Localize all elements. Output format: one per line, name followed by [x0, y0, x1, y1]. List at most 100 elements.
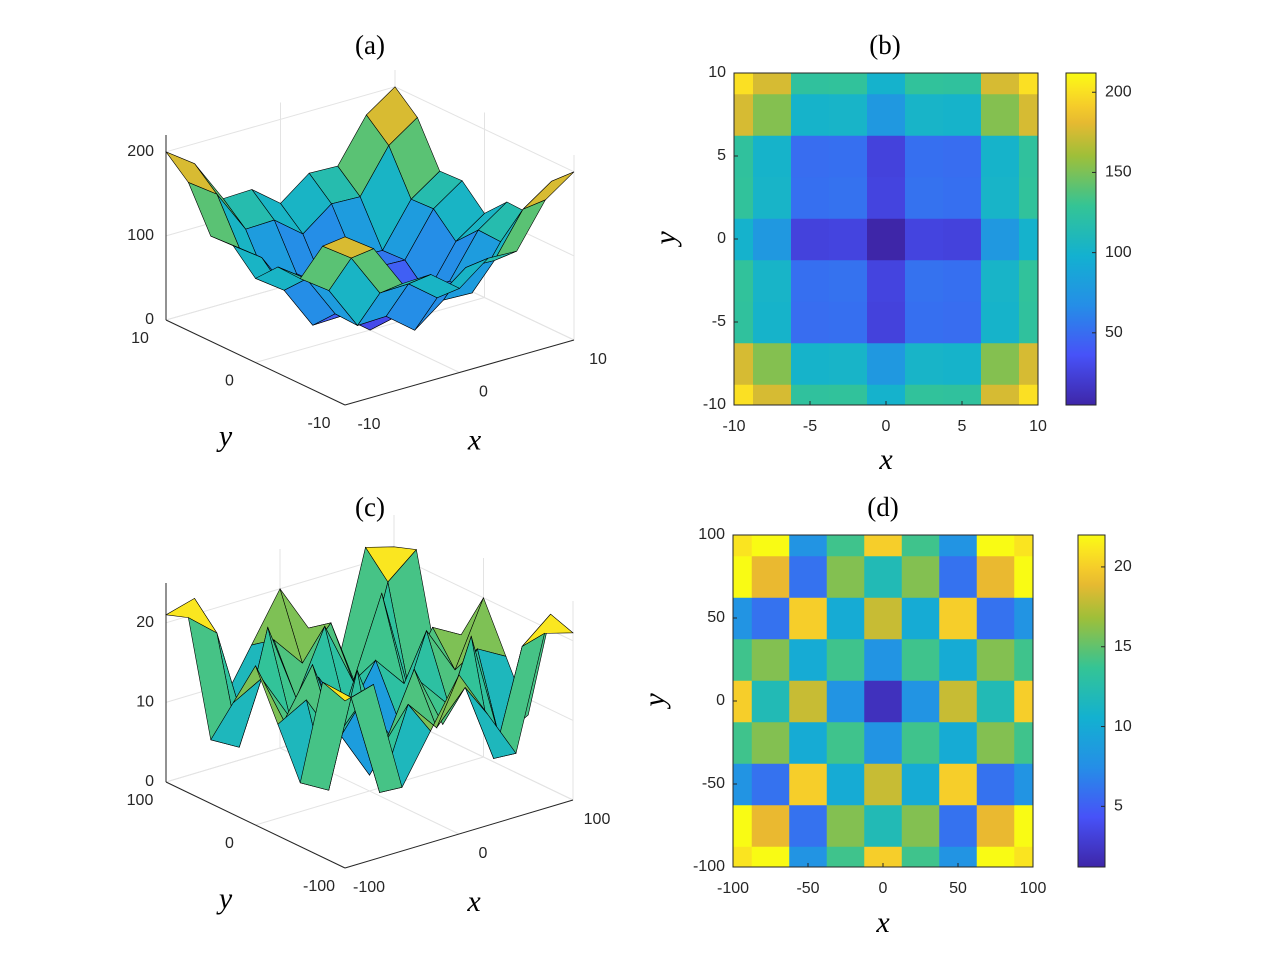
- contour-cell: [791, 93, 830, 136]
- y-tick-label: 10: [708, 64, 726, 81]
- surface-patch: [322, 681, 374, 702]
- contour-cell: [943, 384, 982, 405]
- contour-cell: [901, 638, 940, 681]
- contour-cell: [981, 259, 1020, 302]
- contour-field: [734, 73, 1038, 405]
- contour-cell: [751, 763, 790, 806]
- contour-cell: [976, 680, 1015, 723]
- contour-cell: [734, 93, 754, 136]
- surface-patch: [522, 171, 575, 210]
- contour-cell: [751, 638, 790, 681]
- contour-cell: [734, 135, 754, 178]
- colorbar-tick-label: 50: [1105, 324, 1123, 341]
- contour-cell: [753, 135, 792, 178]
- contour-cell: [864, 763, 903, 806]
- contour-cell: [733, 721, 753, 764]
- contour-cell: [901, 535, 940, 557]
- contour-cell: [733, 535, 753, 557]
- contour-cell: [753, 176, 792, 219]
- contour-cell: [829, 342, 868, 385]
- y-axis-label: y: [216, 882, 233, 915]
- contour-cell: [864, 597, 903, 640]
- contour-cell: [867, 342, 906, 385]
- y-tick-label: 0: [717, 230, 726, 247]
- contour-cell: [826, 721, 865, 764]
- contour-cell: [939, 597, 978, 640]
- contour-cell: [826, 535, 865, 557]
- contour-cell: [905, 176, 944, 219]
- contour-cell: [789, 846, 828, 867]
- contour-cell: [829, 301, 868, 344]
- contour-cell: [829, 135, 868, 178]
- contour-cell: [867, 384, 906, 405]
- colorbar-tick-label: 200: [1105, 83, 1132, 100]
- contour-cell: [939, 555, 978, 598]
- contour-cell: [1019, 218, 1038, 261]
- contour-cell: [943, 176, 982, 219]
- contour-cell: [829, 384, 868, 405]
- contour-cell: [981, 342, 1020, 385]
- y-tick-label: 50: [707, 609, 725, 626]
- contour-cell: [864, 555, 903, 598]
- contour-cell: [734, 73, 754, 95]
- contour-cell: [1019, 301, 1038, 344]
- contour-cell: [789, 680, 828, 723]
- x-axis-label: x: [878, 443, 893, 476]
- x-axis-label: x: [466, 885, 481, 918]
- contour-cell: [791, 73, 830, 95]
- contour-cell: [751, 555, 790, 598]
- z-tick-label: 200: [127, 143, 154, 160]
- axis-line: [344, 339, 575, 406]
- x-tick-label: -10: [357, 416, 380, 433]
- contour-cell: [789, 535, 828, 557]
- contour-cell: [789, 638, 828, 681]
- panel-title: (a): [355, 30, 385, 60]
- contour-cell: [1019, 176, 1038, 219]
- contour-cell: [867, 301, 906, 344]
- contour-cell: [1014, 804, 1033, 847]
- contour-cell: [751, 721, 790, 764]
- contour-cell: [939, 721, 978, 764]
- contour-cell: [976, 763, 1015, 806]
- y-tick-label: 100: [127, 792, 154, 809]
- contour-cell: [733, 846, 753, 867]
- contour-cell: [789, 804, 828, 847]
- colorbar-tick-label: 150: [1105, 164, 1132, 181]
- x-tick-label: 50: [949, 880, 967, 897]
- contour-cell: [1014, 597, 1033, 640]
- x-tick-label: 0: [479, 845, 488, 862]
- z-tick-label: 0: [145, 773, 154, 790]
- contour-cell: [733, 804, 753, 847]
- contour-cell: [829, 176, 868, 219]
- contour-cell: [976, 638, 1015, 681]
- contour-cell: [791, 176, 830, 219]
- y-tick-label: -5: [712, 313, 726, 330]
- contour-cell: [826, 763, 865, 806]
- y-tick-label: -50: [702, 775, 725, 792]
- contour-cell: [905, 73, 944, 95]
- y-tick-label: -10: [307, 415, 330, 432]
- z-tick-label: 0: [145, 311, 154, 328]
- contour-cell: [943, 218, 982, 261]
- y-axis-label: y: [216, 419, 233, 452]
- colorbar-tick-label: 20: [1114, 558, 1132, 575]
- contour-cell: [981, 93, 1020, 136]
- contour-cell: [864, 846, 903, 867]
- contour-cell: [864, 680, 903, 723]
- colorbar-tick-label: 5: [1114, 798, 1123, 815]
- contour-cell: [826, 680, 865, 723]
- contour-cell: [867, 73, 906, 95]
- z-tick-label: 10: [136, 694, 154, 711]
- contour-cell: [905, 384, 944, 405]
- contour-cell: [753, 342, 792, 385]
- contour-cell: [829, 73, 868, 95]
- contour-cell: [867, 218, 906, 261]
- contour-cell: [733, 763, 753, 806]
- contour-cell: [867, 93, 906, 136]
- contour-cell: [901, 680, 940, 723]
- contour-cell: [829, 218, 868, 261]
- contour-cell: [943, 301, 982, 344]
- y-tick-label: -100: [693, 858, 725, 875]
- x-tick-label: -5: [803, 418, 817, 435]
- contour-cell: [753, 259, 792, 302]
